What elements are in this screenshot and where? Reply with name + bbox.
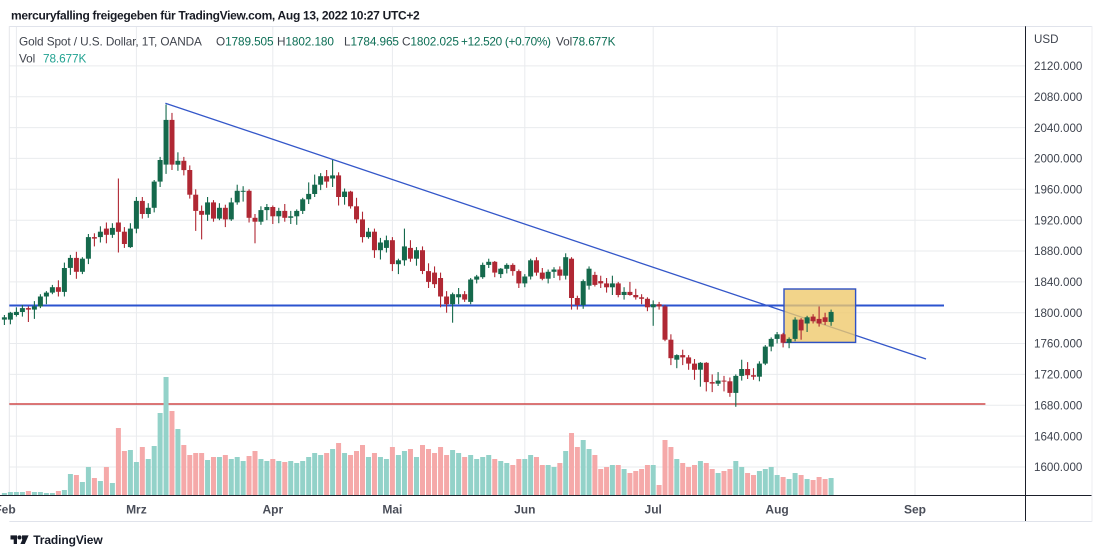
svg-text:C1802.025: C1802.025	[402, 35, 459, 49]
svg-text:Apr: Apr	[262, 503, 283, 517]
svg-text:Feb: Feb	[0, 503, 16, 517]
svg-text:2040.000: 2040.000	[1034, 122, 1082, 135]
svg-text:O1789.505: O1789.505	[216, 35, 274, 49]
svg-text:2120.000: 2120.000	[1034, 60, 1082, 73]
svg-text:1600.000: 1600.000	[1034, 461, 1082, 474]
svg-text:Sep: Sep	[904, 503, 926, 517]
svg-text:Mai: Mai	[382, 503, 402, 517]
svg-text:Jun: Jun	[514, 503, 535, 517]
svg-text:L1784.965: L1784.965	[344, 35, 399, 49]
svg-text:1760.000: 1760.000	[1034, 338, 1082, 351]
svg-text:Vol: Vol	[19, 52, 35, 66]
svg-text:1800.000: 1800.000	[1034, 307, 1082, 320]
svg-text:Gold Spot / U.S. Dollar, 1T, O: Gold Spot / U.S. Dollar, 1T, OANDA	[19, 35, 202, 49]
svg-text:Aug: Aug	[765, 503, 788, 517]
svg-text:1960.000: 1960.000	[1034, 184, 1082, 197]
svg-text:1840.000: 1840.000	[1034, 276, 1082, 289]
svg-text:1640.000: 1640.000	[1034, 430, 1082, 443]
svg-text:78.677K: 78.677K	[43, 52, 86, 66]
svg-text:Mrz: Mrz	[126, 503, 147, 517]
svg-text:Jul: Jul	[645, 503, 662, 517]
svg-text:TradingView: TradingView	[33, 533, 103, 547]
svg-text:Vol78.677K: Vol78.677K	[556, 35, 616, 49]
svg-text:+12.520 (+0.70%): +12.520 (+0.70%)	[461, 35, 551, 49]
svg-text:1880.000: 1880.000	[1034, 245, 1082, 258]
svg-text:1920.000: 1920.000	[1034, 214, 1082, 227]
svg-text:1720.000: 1720.000	[1034, 369, 1082, 382]
svg-text:2000.000: 2000.000	[1034, 153, 1082, 166]
svg-text:1680.000: 1680.000	[1034, 399, 1082, 412]
svg-text:H1802.180: H1802.180	[277, 35, 334, 49]
svg-text:mercuryfalling freigegeben für: mercuryfalling freigegeben für TradingVi…	[11, 9, 420, 23]
svg-text:USD: USD	[1034, 33, 1058, 46]
svg-text:2080.000: 2080.000	[1034, 91, 1082, 104]
